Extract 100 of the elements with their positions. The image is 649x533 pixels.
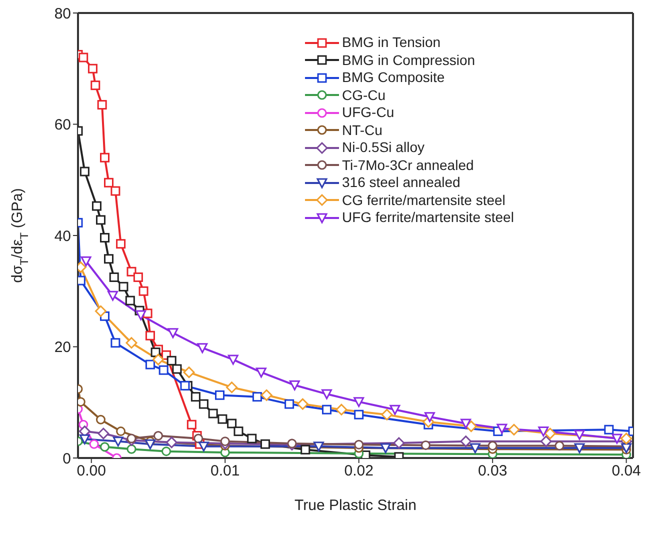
- point: [166, 356, 176, 366]
- point: [508, 424, 520, 436]
- point: [100, 442, 110, 452]
- point: [108, 290, 118, 301]
- point: [110, 338, 120, 348]
- point: [574, 443, 585, 454]
- point: [612, 434, 622, 444]
- point: [574, 430, 585, 440]
- x-axis-title: True Plastic Strain: [294, 497, 416, 514]
- point: [226, 382, 238, 394]
- point: [126, 434, 136, 444]
- point: [215, 390, 225, 400]
- point: [80, 256, 92, 266]
- point: [460, 436, 472, 448]
- point: [166, 436, 178, 448]
- point: [554, 441, 564, 451]
- point: [390, 404, 400, 415]
- legend-label: BMG Composite: [342, 69, 445, 86]
- point: [136, 310, 146, 320]
- point: [152, 354, 164, 366]
- point: [98, 428, 110, 440]
- point: [604, 424, 614, 434]
- point: [145, 330, 155, 340]
- point: [116, 239, 126, 249]
- point: [104, 254, 114, 264]
- point: [126, 266, 136, 276]
- point: [162, 446, 172, 456]
- x-tick-label: 0.02: [344, 462, 374, 480]
- point: [112, 436, 124, 447]
- point: [538, 426, 549, 437]
- point: [183, 366, 195, 378]
- legend-label: 316 steel annealed: [342, 174, 460, 192]
- point: [256, 368, 266, 378]
- point: [228, 354, 238, 365]
- point: [284, 399, 294, 409]
- point: [153, 431, 163, 440]
- point: [208, 408, 218, 418]
- y-tick-label: 20: [54, 339, 71, 356]
- y-tick-label: 40: [54, 228, 71, 245]
- point: [145, 360, 155, 370]
- legend-label: CG ferrite/martensite steel: [342, 192, 506, 209]
- point: [220, 436, 230, 446]
- point: [354, 397, 364, 408]
- legend-label: CG-Cu: [342, 86, 386, 104]
- point: [126, 444, 136, 454]
- x-tick-label: 0.03: [478, 462, 508, 480]
- point: [92, 201, 102, 211]
- legend-label: BMG in Tension: [342, 34, 441, 52]
- point: [118, 282, 128, 292]
- point: [227, 418, 237, 428]
- point: [125, 296, 135, 306]
- point: [126, 337, 138, 349]
- point: [79, 434, 90, 444]
- point: [260, 439, 270, 449]
- point: [96, 215, 106, 225]
- point: [186, 420, 196, 430]
- point: [198, 399, 208, 409]
- point: [110, 186, 120, 196]
- point: [336, 404, 348, 416]
- legend-label: BMG in Compression: [342, 52, 476, 69]
- point: [198, 442, 209, 452]
- point: [94, 305, 106, 317]
- point: [109, 272, 119, 282]
- point: [234, 426, 244, 436]
- point: [322, 404, 332, 414]
- point: [393, 437, 405, 449]
- point: [133, 272, 143, 282]
- point: [488, 441, 498, 451]
- point: [194, 434, 204, 444]
- point: [218, 414, 228, 424]
- point: [544, 428, 556, 440]
- point: [260, 389, 272, 401]
- point: [89, 439, 99, 449]
- x-tick-label: 0.04: [612, 462, 641, 480]
- point: [78, 52, 88, 62]
- legend-label: Ni-0.5Si alloy: [342, 139, 424, 156]
- point: [116, 426, 126, 436]
- point: [96, 414, 106, 424]
- point: [104, 178, 114, 188]
- point: [247, 434, 257, 444]
- point: [158, 365, 168, 375]
- point: [354, 440, 364, 450]
- point: [100, 152, 110, 162]
- y-tick-label: 0: [62, 450, 71, 468]
- point: [144, 439, 156, 450]
- point: [88, 64, 98, 74]
- point: [381, 408, 393, 420]
- legend-label: Ti-7Mo-3Cr annealed: [342, 156, 474, 174]
- point: [465, 420, 477, 432]
- point: [420, 440, 430, 450]
- point: [97, 100, 107, 110]
- point: [470, 443, 480, 454]
- point: [424, 412, 435, 422]
- point: [380, 443, 391, 454]
- y-tick-label: 60: [54, 116, 71, 134]
- x-tick-label: 0.01: [210, 462, 240, 480]
- point: [620, 432, 632, 444]
- point: [313, 442, 324, 452]
- point: [287, 438, 297, 448]
- point: [300, 444, 310, 454]
